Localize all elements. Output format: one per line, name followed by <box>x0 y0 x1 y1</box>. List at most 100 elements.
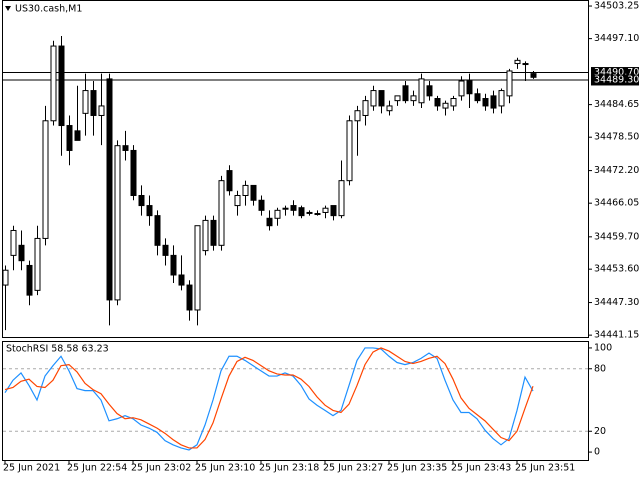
candle-body <box>386 105 393 112</box>
candle-body <box>426 85 433 97</box>
price-label: 34490.70 <box>594 67 639 78</box>
candle-body <box>458 80 465 97</box>
x-tick-label: 25 Jun 23:27 <box>323 463 383 474</box>
candle-body <box>394 95 401 102</box>
candle-body <box>98 105 105 116</box>
candle-body <box>114 145 121 301</box>
candle-body <box>186 284 193 311</box>
candle-body <box>242 184 249 196</box>
indicator-title: StochRSI 58.58 63.23 <box>6 344 109 355</box>
candle-body <box>210 219 217 246</box>
y-tick-label: 34447.30 <box>594 297 639 308</box>
candle-body <box>354 110 361 122</box>
x-tick-label: 25 Jun 23:10 <box>195 463 255 474</box>
candle-body <box>322 207 329 213</box>
candle-body <box>138 194 145 207</box>
candle-body <box>514 59 521 65</box>
chart-title: US30.cash,M1 <box>15 4 82 15</box>
main-pane <box>2 0 589 338</box>
candle-body <box>370 90 377 107</box>
candle-body <box>306 211 313 214</box>
candle-body <box>274 209 281 219</box>
candle-body <box>34 237 41 291</box>
candle-body <box>234 194 241 207</box>
x-tick-label: 25 Jun 2021 <box>3 463 60 474</box>
candle-body <box>74 130 81 141</box>
candle-body <box>338 180 345 217</box>
candle-body <box>290 205 297 211</box>
candle-body <box>178 274 185 286</box>
indicator-pane <box>2 341 589 461</box>
y-tick-label: 100 <box>594 342 612 353</box>
x-tick-label: 25 Jun 23:43 <box>451 463 511 474</box>
candle-body <box>266 217 273 227</box>
x-tick-label: 25 Jun 23:02 <box>131 463 191 474</box>
candle-body <box>10 229 17 256</box>
candle-body <box>58 45 65 127</box>
candle-body <box>482 98 489 107</box>
candle-body <box>130 149 137 196</box>
candle-body <box>282 207 289 210</box>
candle-body <box>2 269 9 286</box>
candle-body <box>90 90 97 116</box>
candle-body <box>202 219 209 252</box>
candle-body <box>50 45 57 122</box>
candle-body <box>362 100 369 116</box>
candle-body <box>218 180 225 246</box>
y-tick-label: 0 <box>594 447 600 458</box>
y-tick-label: 34441.15 <box>594 330 639 341</box>
candle-body <box>442 102 449 109</box>
y-tick-label: 34453.60 <box>594 264 639 275</box>
y-tick-label: 80 <box>594 363 606 374</box>
candle-body <box>330 205 337 217</box>
x-tick-label: 25 Jun 23:51 <box>515 463 575 474</box>
candle-body <box>314 213 321 216</box>
candle-body <box>410 95 417 102</box>
candle-body <box>346 120 353 182</box>
y-tick-label: 34478.50 <box>594 132 639 143</box>
candle-body <box>66 125 73 151</box>
candle-body <box>474 93 481 102</box>
candle-body <box>194 225 201 311</box>
candle-body <box>490 95 497 109</box>
price-label-box <box>591 74 639 86</box>
candle-body <box>450 98 457 107</box>
price-label-box <box>591 67 639 79</box>
x-tick-label: 25 Jun 22:54 <box>67 463 127 474</box>
candle-body <box>226 170 233 192</box>
candle-body <box>122 145 129 151</box>
candle-body <box>418 78 425 104</box>
y-tick-label: 34484.65 <box>594 99 639 110</box>
candle-body <box>82 90 89 114</box>
x-tick-label: 25 Jun 23:35 <box>387 463 447 474</box>
candle-body <box>466 80 473 95</box>
y-tick-label: 20 <box>594 426 606 437</box>
candle-body <box>42 120 49 239</box>
y-tick-label: 34472.20 <box>594 165 639 176</box>
stoch-line <box>4 347 534 451</box>
y-tick-label: 34459.70 <box>594 231 639 242</box>
candle-body <box>258 199 265 211</box>
x-tick-label: 25 Jun 23:18 <box>259 463 319 474</box>
candle-body <box>434 98 441 107</box>
y-tick-label: 34497.10 <box>594 33 639 44</box>
candle-body <box>522 63 529 66</box>
candle-body <box>106 78 113 301</box>
price-label: 34489.30 <box>594 74 639 85</box>
candle-body <box>18 244 25 262</box>
candle-body <box>506 70 513 97</box>
candle-body <box>298 207 305 217</box>
candle-body <box>26 264 33 296</box>
candle-body <box>154 215 161 246</box>
candle-body <box>250 184 257 201</box>
y-tick-label: 34466.05 <box>594 198 639 209</box>
candle-body <box>162 244 169 256</box>
candle-body <box>530 73 537 78</box>
candle-body <box>146 205 153 217</box>
candle-body <box>378 90 385 107</box>
y-tick-label: 34503.25 <box>594 1 639 12</box>
stoch-line <box>4 347 534 449</box>
menu-triangle <box>5 6 11 11</box>
